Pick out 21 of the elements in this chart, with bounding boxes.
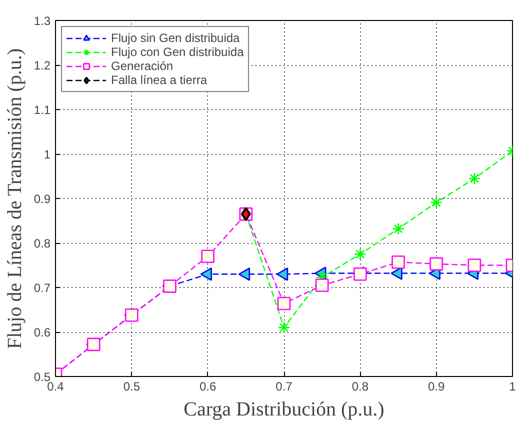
y-tick-label: 0.6 xyxy=(34,326,51,340)
x-tick-label: 0.5 xyxy=(123,380,140,394)
y-tick-label: 0.7 xyxy=(34,281,51,295)
x-tick-label: 0.7 xyxy=(276,380,293,394)
x-tick-label: 0.9 xyxy=(428,380,445,394)
y-tick-label: 1.2 xyxy=(34,58,51,72)
x-axis-title: Carga Distribución (p.u.) xyxy=(184,398,384,420)
y-axis-title: Flujo de Líneas de Transmisión (p.u.) xyxy=(4,48,26,349)
legend-label: Flujo con Gen distribuida xyxy=(111,45,244,59)
y-tick-label: 0.8 xyxy=(34,236,51,250)
y-tick-label: 1 xyxy=(44,148,51,162)
y-tick-label: 1.3 xyxy=(34,14,51,28)
x-tick-label: 0.6 xyxy=(199,380,216,394)
legend-label: Falla línea a tierra xyxy=(111,73,208,87)
x-tick-label: 0.8 xyxy=(352,380,369,394)
legend-label: Generación xyxy=(111,59,174,73)
y-tick-label: 0.9 xyxy=(34,192,51,206)
legend-label: Flujo sin Gen distribuida xyxy=(111,31,240,45)
x-tick-label: 0.4 xyxy=(47,380,64,394)
x-tick-label: 1 xyxy=(509,380,516,394)
y-tick-label: 1.1 xyxy=(34,103,51,117)
